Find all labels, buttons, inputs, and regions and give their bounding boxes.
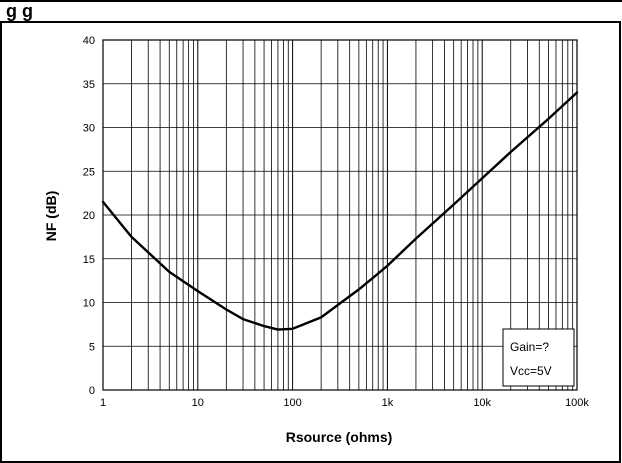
y-tick-label: 30 [83, 123, 95, 135]
y-tick-label: 25 [83, 166, 95, 178]
grid-lines [102, 39, 578, 391]
x-tick-label: 100 [283, 397, 301, 409]
x-tick-label: 1 [100, 397, 106, 409]
series-group [101, 91, 579, 331]
y-tick-label: 5 [89, 341, 95, 353]
y-tick-label: 15 [83, 254, 95, 266]
x-tick-label: 10 [192, 397, 204, 409]
nf-curve [101, 91, 579, 331]
partial-title: g g [6, 1, 33, 21]
y-tick-label: 35 [83, 79, 95, 91]
y-tick-label: 0 [89, 385, 95, 397]
annotation-vcc: Vcc=5V [510, 364, 552, 378]
y-tick-label: 20 [83, 210, 95, 222]
x-tick-label: 10k [473, 397, 491, 409]
y-axis-title: NF (dB) [43, 191, 59, 242]
annotation-gain: Gain=? [510, 340, 549, 354]
x-tick-label: 100k [565, 397, 589, 409]
x-axis-title: Rsource (ohms) [286, 429, 393, 445]
y-tick-label: 10 [83, 298, 95, 310]
y-tick-label: 40 [83, 35, 95, 47]
annotation-border [502, 328, 575, 387]
annotation-box: Gain=? Vcc=5V [502, 328, 575, 387]
outer-border [0, 21, 621, 463]
tick-labels: 1 10 100 1k 10k 100k 0 5 10 15 20 25 30 35 40 [83, 35, 590, 409]
plot-border [102, 39, 578, 391]
x-tick-label: 1k [382, 397, 394, 409]
